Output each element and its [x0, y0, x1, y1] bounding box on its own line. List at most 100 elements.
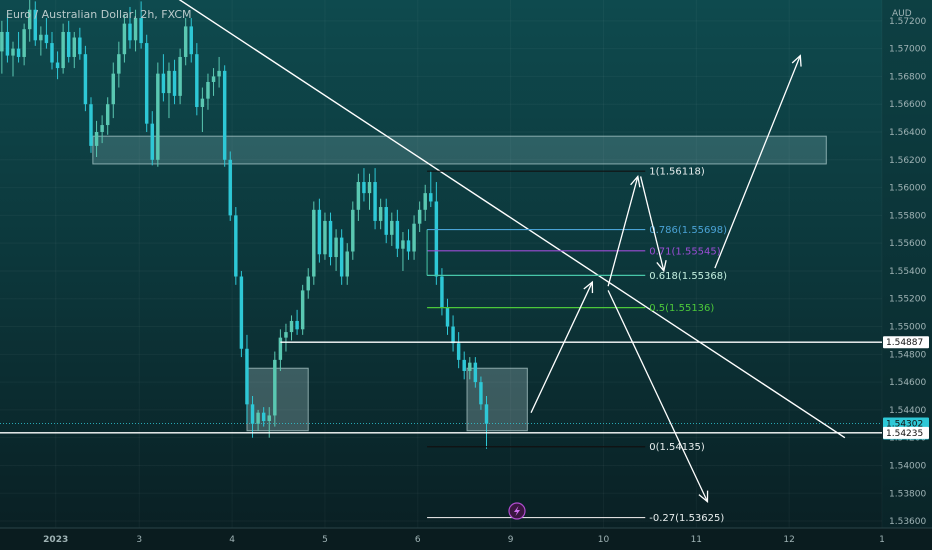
candle-body: [250, 404, 255, 424]
candle-body: [300, 290, 305, 330]
fib-level-label: 0.71(1.55545): [649, 246, 721, 257]
candle-body: [384, 207, 388, 235]
candle-body: [139, 18, 143, 44]
fibonacci-layer: 1(1.56118) 0.786(1.55698) 0.71(1.55545) 0.6…: [426, 167, 727, 524]
candle-body: [451, 326, 455, 344]
candle-body: [167, 70, 171, 94]
time-tick-label: 4: [229, 535, 235, 545]
price-tick-label: 1.56000: [889, 184, 926, 194]
arrows-layer: [530, 54, 802, 503]
candle-body: [462, 359, 466, 371]
candle-body: [345, 251, 349, 277]
price-tick-label: 1.54600: [889, 378, 926, 388]
candle-body: [484, 404, 489, 424]
candles-layer: [0, 0, 489, 449]
projection-arrow[interactable]: [639, 176, 665, 272]
fib-level-label: 0(1.54135): [649, 442, 705, 453]
candle-body: [61, 31, 65, 69]
price-tick-label: 1.53800: [889, 489, 926, 499]
time-tick-label: 2023: [43, 535, 68, 545]
candle-body: [373, 182, 377, 221]
trendline[interactable]: [174, 0, 846, 439]
price-tick-label: 1.54800: [889, 350, 926, 360]
candle-body: [11, 48, 15, 56]
candle-body: [356, 182, 361, 210]
time-tick-label: 10: [598, 535, 610, 545]
candle-body: [189, 26, 193, 55]
candle-body: [206, 81, 210, 99]
candle-body: [423, 193, 427, 210]
price-tick-label: 1.55600: [889, 239, 926, 249]
price-tick-label: 1.56600: [889, 100, 926, 110]
time-tick-label: 6: [415, 535, 421, 545]
candle-body: [161, 73, 166, 94]
candle-body: [150, 123, 154, 160]
candle-body: [378, 207, 383, 221]
projection-arrow[interactable]: [607, 290, 709, 502]
projection-arrow[interactable]: [607, 176, 639, 287]
projection-arrow[interactable]: [714, 55, 801, 269]
candle-body: [183, 26, 188, 57]
candle-body: [27, 9, 32, 30]
candle-body: [278, 337, 283, 360]
candle-body: [468, 362, 472, 371]
candle-body: [417, 209, 422, 224]
candle-body: [222, 70, 227, 160]
candle-body: [401, 240, 405, 249]
candle-body: [473, 362, 478, 383]
candle-body: [367, 182, 372, 194]
price-tick-label: 1.55400: [889, 267, 926, 277]
time-tick-label: 9: [508, 535, 514, 545]
candle-body: [100, 125, 104, 132]
candle-body: [94, 132, 99, 146]
candle-body: [261, 412, 266, 422]
candle-body: [39, 34, 43, 41]
candle-body: [228, 159, 232, 216]
candle-body: [362, 182, 366, 194]
candle-body: [429, 193, 433, 202]
pattern-box: [246, 367, 309, 432]
price-tag-label: 1.54302: [886, 420, 923, 430]
price-tick-label: 1.53600: [889, 517, 926, 527]
candle-body: [289, 320, 294, 333]
time-tick-label: 3: [136, 535, 142, 545]
price-tick-label: 1.54400: [889, 406, 926, 416]
candle-body: [72, 37, 77, 57]
candle-body: [317, 209, 322, 255]
time-tick-label: 1: [879, 535, 885, 545]
fib-level-label: -0.27(1.53625): [649, 513, 724, 524]
chart-title: Euro / Australian Dollar, 2h, FXCM: [6, 8, 192, 21]
candle-body: [245, 348, 249, 405]
price-tick-label: 1.55000: [889, 323, 926, 333]
candle-body: [50, 43, 54, 63]
candle-body: [0, 31, 4, 52]
candle-body: [312, 209, 316, 277]
candle-body: [256, 412, 260, 424]
candle-body: [195, 54, 199, 107]
price-axis-panel[interactable]: [882, 0, 932, 530]
arrow-head: [698, 490, 709, 503]
lightning-icon[interactable]: [508, 502, 526, 520]
time-axis: 2023 3 4 5 6 9 10 11 12 1: [43, 535, 885, 545]
price-tag-label: 1.54887: [886, 338, 923, 348]
fib-level-label: 0.618(1.55368): [649, 271, 727, 282]
candle-body: [117, 54, 121, 74]
time-axis-panel[interactable]: [0, 528, 932, 550]
candle-body: [351, 209, 355, 252]
candle-body: [111, 73, 115, 105]
price-tag: [883, 426, 929, 439]
arrow-head: [656, 260, 667, 273]
candle-body: [323, 220, 327, 255]
projection-arrow[interactable]: [530, 281, 593, 413]
currency-label: AUD: [892, 9, 912, 19]
candle-body: [211, 76, 216, 82]
fib-level-label: 0.5(1.55136): [649, 303, 714, 314]
candle-body: [239, 276, 244, 349]
resistance-zone: [92, 135, 827, 165]
candle-body: [334, 237, 338, 258]
arrow-head: [583, 280, 594, 294]
price-tick-label: 1.56400: [889, 128, 926, 138]
candle-body: [144, 43, 149, 124]
price-tick-label: 1.54000: [889, 461, 926, 471]
